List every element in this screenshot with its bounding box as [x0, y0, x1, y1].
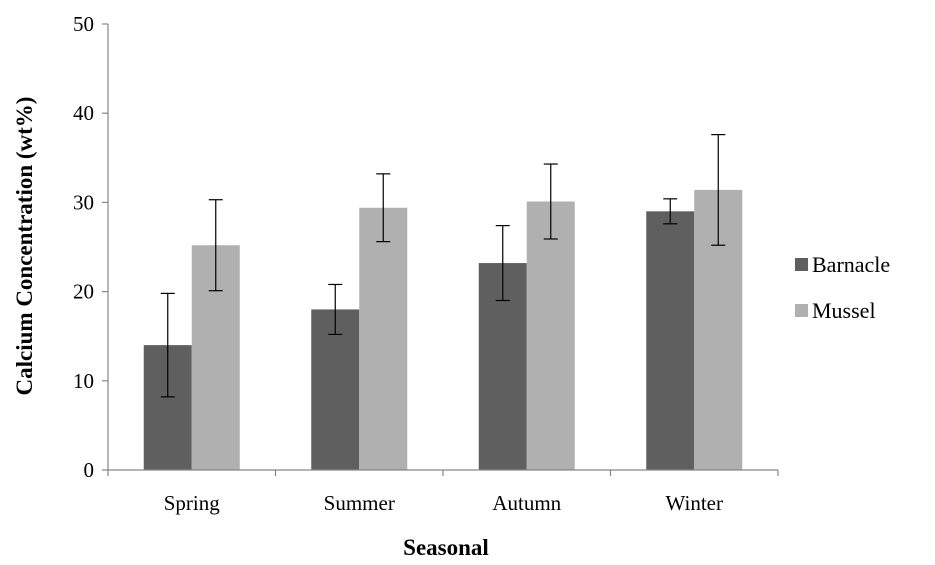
x-tick-label: Summer [324, 491, 395, 515]
y-tick-label: 40 [73, 101, 94, 125]
error-bar [711, 134, 726, 246]
x-axis-tick-labels: Spring Summer Autumn Winter [164, 491, 723, 515]
y-axis-ticks: 0 10 20 30 40 50 [73, 12, 94, 482]
legend-swatch [795, 304, 808, 317]
y-tick-label: 20 [73, 280, 94, 304]
x-tick-label: Autumn [492, 491, 561, 515]
x-tick-label: Spring [164, 491, 221, 515]
bars [143, 189, 743, 471]
legend: Barnacle Mussel [795, 252, 890, 323]
legend-label: Mussel [812, 298, 876, 323]
error-bar [376, 173, 391, 243]
error-bar [160, 292, 175, 398]
x-axis-title: Seasonal [403, 535, 489, 560]
legend-item-mussel: Mussel [795, 298, 876, 323]
y-axis-title: Calcium Concentration (wt%) [12, 97, 37, 396]
axes [102, 23, 779, 476]
x-tick-label: Winter [666, 491, 723, 515]
legend-item-barnacle: Barnacle [795, 252, 890, 277]
bar-barnacle-summer [311, 309, 360, 470]
bar-barnacle-winter [646, 211, 695, 470]
y-tick-label: 10 [73, 369, 94, 393]
bar-mussel-autumn [526, 201, 575, 470]
error-bar [328, 283, 343, 336]
error-bar [663, 198, 678, 225]
legend-swatch [795, 258, 808, 271]
error-bar [543, 163, 558, 240]
error-bars [160, 134, 726, 398]
error-bar [495, 224, 510, 302]
y-tick-label: 50 [73, 12, 94, 36]
y-tick-label: 30 [73, 190, 94, 214]
bar-mussel-summer [359, 207, 408, 470]
legend-label: Barnacle [812, 252, 890, 277]
error-bar [208, 199, 223, 292]
y-tick-label: 0 [84, 458, 95, 482]
